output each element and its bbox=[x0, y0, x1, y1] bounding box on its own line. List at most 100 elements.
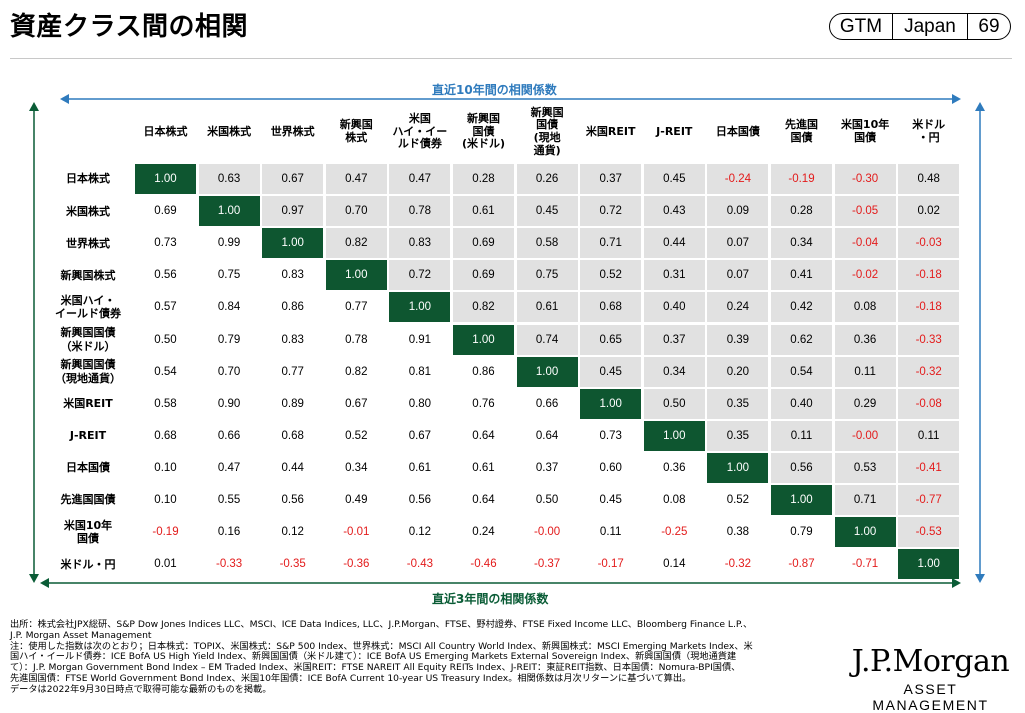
correlation-cell: -0.00 bbox=[533, 526, 561, 539]
diagonal-cell: 1.00 bbox=[898, 549, 960, 580]
source-footnote: 出所：株式会社JPX総研、S&P Dow Jones Indices LLC、M… bbox=[10, 619, 753, 695]
diagonal-cell: 1.00 bbox=[262, 228, 324, 259]
correlation-cell: -0.01 bbox=[343, 526, 370, 539]
correlation-cell: 0.35 bbox=[707, 420, 769, 451]
correlation-cell: 0.78 bbox=[345, 333, 368, 346]
correlation-cell: -0.77 bbox=[898, 485, 960, 515]
correlation-cell: 0.01 bbox=[154, 558, 177, 571]
correlation-cell: 0.26 bbox=[516, 164, 578, 194]
correlation-cell: 0.37 bbox=[580, 164, 642, 194]
correlation-cell: 0.11 bbox=[898, 420, 960, 451]
correlation-cell: 0.56 bbox=[154, 269, 177, 282]
correlation-cell: 0.40 bbox=[771, 388, 832, 419]
correlation-cell: 0.82 bbox=[345, 365, 368, 378]
page-title: 資産クラス間の相関 bbox=[10, 12, 248, 42]
gtm-badge: GTM Japan 69 bbox=[829, 13, 1011, 40]
correlation-cell: 0.10 bbox=[154, 461, 177, 474]
correlation-cell: 0.72 bbox=[389, 260, 451, 291]
correlation-cell: 0.02 bbox=[898, 196, 960, 227]
correlation-cell: 0.56 bbox=[408, 494, 432, 506]
row-header: 米国REIT bbox=[63, 397, 113, 411]
correlation-cell: 0.11 bbox=[834, 356, 896, 387]
correlation-cell: 0.71 bbox=[834, 485, 896, 515]
correlation-cell: 0.52 bbox=[580, 260, 642, 291]
correlation-cell: 0.69 bbox=[154, 205, 177, 218]
correlation-cell: 0.68 bbox=[580, 292, 642, 323]
logo-subtitle: ASSET MANAGEMENT bbox=[872, 681, 989, 713]
correlation-cell: 0.75 bbox=[516, 260, 578, 291]
correlation-cell: 0.82 bbox=[325, 228, 387, 259]
correlation-cell: -0.32 bbox=[724, 558, 751, 571]
correlation-cell: 0.81 bbox=[408, 365, 432, 378]
double-arrow-horizontal-icon bbox=[40, 578, 961, 588]
correlation-cell: 0.64 bbox=[472, 494, 495, 506]
column-header: 世界株式 bbox=[270, 124, 315, 138]
double-arrow-vertical-icon bbox=[29, 102, 39, 583]
correlation-cell: 0.47 bbox=[389, 164, 451, 194]
correlation-cell: 0.11 bbox=[771, 420, 832, 451]
correlation-cell: 0.31 bbox=[643, 260, 705, 291]
badge-gtm: GTM bbox=[830, 14, 893, 39]
correlation-cell: 0.37 bbox=[643, 324, 705, 355]
correlation-cell: -0.33 bbox=[898, 324, 960, 355]
correlation-cell: 0.10 bbox=[154, 494, 177, 506]
correlation-cell: 0.52 bbox=[345, 429, 368, 442]
correlation-cell: 0.66 bbox=[535, 397, 559, 410]
correlation-cell: 0.58 bbox=[154, 397, 177, 410]
correlation-cell: 0.77 bbox=[345, 301, 368, 314]
correlation-cell: 0.86 bbox=[472, 365, 495, 378]
correlation-cell: 0.40 bbox=[643, 292, 705, 323]
column-header: 米国株式 bbox=[207, 124, 252, 138]
correlation-cell: 0.47 bbox=[217, 461, 241, 474]
correlation-cell: 0.37 bbox=[535, 461, 559, 474]
correlation-cell: -0.25 bbox=[661, 526, 688, 539]
correlation-cell: 0.61 bbox=[453, 196, 514, 227]
diagonal-cell: 1.00 bbox=[389, 292, 451, 323]
row-header: 日本国債 bbox=[66, 461, 110, 475]
column-header: 日本国債 bbox=[715, 124, 760, 138]
correlation-cell: 0.70 bbox=[325, 196, 387, 227]
correlation-cell: 0.39 bbox=[707, 324, 769, 355]
correlation-cell: 0.45 bbox=[599, 494, 622, 506]
correlation-cell: 0.99 bbox=[217, 237, 241, 250]
correlation-cell: 0.45 bbox=[516, 196, 578, 227]
column-header: 新興国 国債 (現地 通貨) bbox=[530, 105, 564, 157]
column-header: 先進国 国債 bbox=[785, 118, 818, 144]
column-header: 米国REIT bbox=[585, 124, 636, 138]
correlation-cell: 0.54 bbox=[771, 356, 832, 387]
column-header: 米国10年 国債 bbox=[840, 118, 890, 144]
correlation-cell: 0.60 bbox=[599, 461, 622, 474]
correlation-cell: -0.35 bbox=[279, 558, 306, 571]
diagonal-cell: 1.00 bbox=[643, 420, 705, 451]
correlation-cell: -0.04 bbox=[834, 228, 896, 259]
column-header: 米国 ハイ・イー ルド債券 bbox=[392, 112, 448, 151]
correlation-cell: 0.42 bbox=[771, 292, 832, 323]
correlation-cell: -0.18 bbox=[898, 260, 960, 291]
correlation-cell: 0.84 bbox=[217, 301, 241, 314]
correlation-cell: 0.07 bbox=[707, 228, 769, 259]
column-header: 新興国 国債 (米ドル) bbox=[461, 112, 506, 151]
correlation-cell: 0.45 bbox=[643, 164, 705, 194]
row-header: 新興国株式 bbox=[60, 268, 116, 282]
correlation-cell: 0.73 bbox=[599, 429, 622, 442]
correlation-cell: 0.48 bbox=[898, 164, 960, 194]
correlation-cell: 0.75 bbox=[217, 269, 241, 282]
correlation-cell: 0.61 bbox=[516, 292, 578, 323]
diagonal-cell: 1.00 bbox=[198, 196, 260, 227]
correlation-cell: 0.83 bbox=[281, 269, 304, 282]
correlation-cell: 0.65 bbox=[580, 324, 642, 355]
correlation-cell: 0.76 bbox=[472, 397, 495, 410]
correlation-cell: 0.67 bbox=[345, 397, 368, 410]
correlation-cell: 0.66 bbox=[217, 429, 241, 442]
row-header: 米国株式 bbox=[66, 204, 110, 218]
diagonal-cell: 1.00 bbox=[453, 324, 514, 355]
badge-page-number: 69 bbox=[978, 15, 1000, 37]
correlation-cell: 0.44 bbox=[643, 228, 705, 259]
correlation-cell: 0.45 bbox=[580, 356, 642, 387]
correlation-cell: 0.50 bbox=[154, 333, 177, 346]
correlation-cell: 0.58 bbox=[516, 228, 578, 259]
correlation-cell: 0.28 bbox=[453, 164, 514, 194]
correlation-cell: -0.08 bbox=[898, 388, 960, 419]
correlation-cell: 0.57 bbox=[154, 301, 177, 314]
